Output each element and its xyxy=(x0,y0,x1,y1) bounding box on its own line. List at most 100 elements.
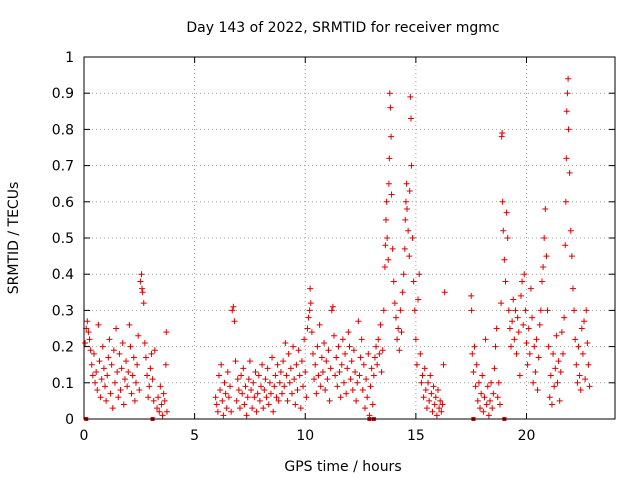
data-point xyxy=(100,365,107,372)
y-tick-label: 0.9 xyxy=(52,86,74,102)
data-point xyxy=(558,329,565,336)
data-point xyxy=(527,285,534,292)
data-point xyxy=(99,343,106,350)
data-point xyxy=(481,394,488,401)
data-point xyxy=(339,336,346,343)
data-point xyxy=(154,405,161,412)
data-point xyxy=(161,397,168,404)
data-point xyxy=(239,390,246,397)
data-point xyxy=(429,408,436,415)
data-point xyxy=(576,372,583,379)
data-point xyxy=(280,358,287,365)
data-point xyxy=(326,397,333,404)
data-point xyxy=(492,343,499,350)
data-point xyxy=(415,296,422,303)
data-point xyxy=(277,368,284,375)
data-point xyxy=(343,390,350,397)
data-point xyxy=(572,336,579,343)
data-point xyxy=(525,325,532,332)
data-point xyxy=(560,350,567,357)
data-point xyxy=(252,368,259,375)
data-point xyxy=(146,383,153,390)
data-point xyxy=(96,358,103,365)
data-point xyxy=(552,365,559,372)
data-point xyxy=(219,397,226,404)
data-point xyxy=(435,387,441,394)
data-point xyxy=(85,329,92,336)
data-point xyxy=(575,343,582,350)
data-point xyxy=(245,376,252,383)
data-point xyxy=(387,104,394,111)
data-point xyxy=(386,155,393,162)
data-point xyxy=(290,343,297,350)
data-point xyxy=(309,350,316,357)
data-point xyxy=(521,271,528,278)
x-axis-ticks: 0 5 10 15 20 xyxy=(80,57,535,444)
data-point xyxy=(345,329,352,336)
grid xyxy=(84,57,615,419)
data-point xyxy=(368,365,375,372)
data-point xyxy=(562,198,569,205)
data-point xyxy=(379,347,386,354)
data-point xyxy=(546,394,553,401)
data-point xyxy=(321,339,328,346)
data-point xyxy=(222,390,229,397)
data-point xyxy=(391,300,398,307)
data-point xyxy=(115,394,122,401)
data-point xyxy=(516,372,523,379)
data-point xyxy=(138,285,145,292)
data-point xyxy=(524,361,531,368)
data-point xyxy=(540,263,547,270)
data-point xyxy=(441,289,448,296)
data-point xyxy=(334,383,341,390)
data-point xyxy=(401,245,408,252)
data-point xyxy=(383,216,390,223)
data-point xyxy=(537,307,544,314)
data-point xyxy=(221,379,228,386)
x-tick-label: 15 xyxy=(407,428,425,444)
data-point xyxy=(267,390,274,397)
data-point xyxy=(369,401,376,408)
data-point xyxy=(354,379,361,386)
data-point xyxy=(383,198,390,205)
data-point xyxy=(365,350,372,357)
data-point xyxy=(119,339,126,346)
data-point xyxy=(265,401,272,408)
data-point xyxy=(317,383,324,390)
data-point xyxy=(423,405,430,412)
data-point xyxy=(408,162,415,169)
data-point xyxy=(93,368,100,375)
data-point xyxy=(288,390,295,397)
data-point xyxy=(385,256,392,263)
data-point xyxy=(87,347,94,354)
data-point xyxy=(158,401,165,408)
data-point xyxy=(535,354,542,361)
data-point xyxy=(282,339,289,346)
data-point xyxy=(523,339,530,346)
data-point xyxy=(150,397,157,404)
data-point xyxy=(295,347,302,354)
data-point xyxy=(384,235,391,241)
data-point xyxy=(108,361,115,368)
data-point xyxy=(519,278,526,285)
data-point xyxy=(163,329,170,336)
data-point xyxy=(255,372,262,379)
data-point xyxy=(499,130,506,137)
data-point xyxy=(357,354,364,361)
data-point xyxy=(156,408,163,415)
data-point xyxy=(270,408,277,415)
data-point xyxy=(253,408,260,415)
data-point xyxy=(323,358,330,365)
y-tick-label: 1 xyxy=(65,50,74,66)
data-point xyxy=(331,332,338,339)
data-point xyxy=(327,365,334,372)
data-point xyxy=(274,361,281,368)
data-point xyxy=(430,383,437,390)
data-point xyxy=(418,379,425,386)
data-point xyxy=(390,278,397,285)
data-point xyxy=(259,361,266,368)
x-tick-label: 10 xyxy=(296,428,314,444)
data-point xyxy=(396,347,403,354)
data-point xyxy=(578,325,585,332)
data-point xyxy=(155,394,162,401)
